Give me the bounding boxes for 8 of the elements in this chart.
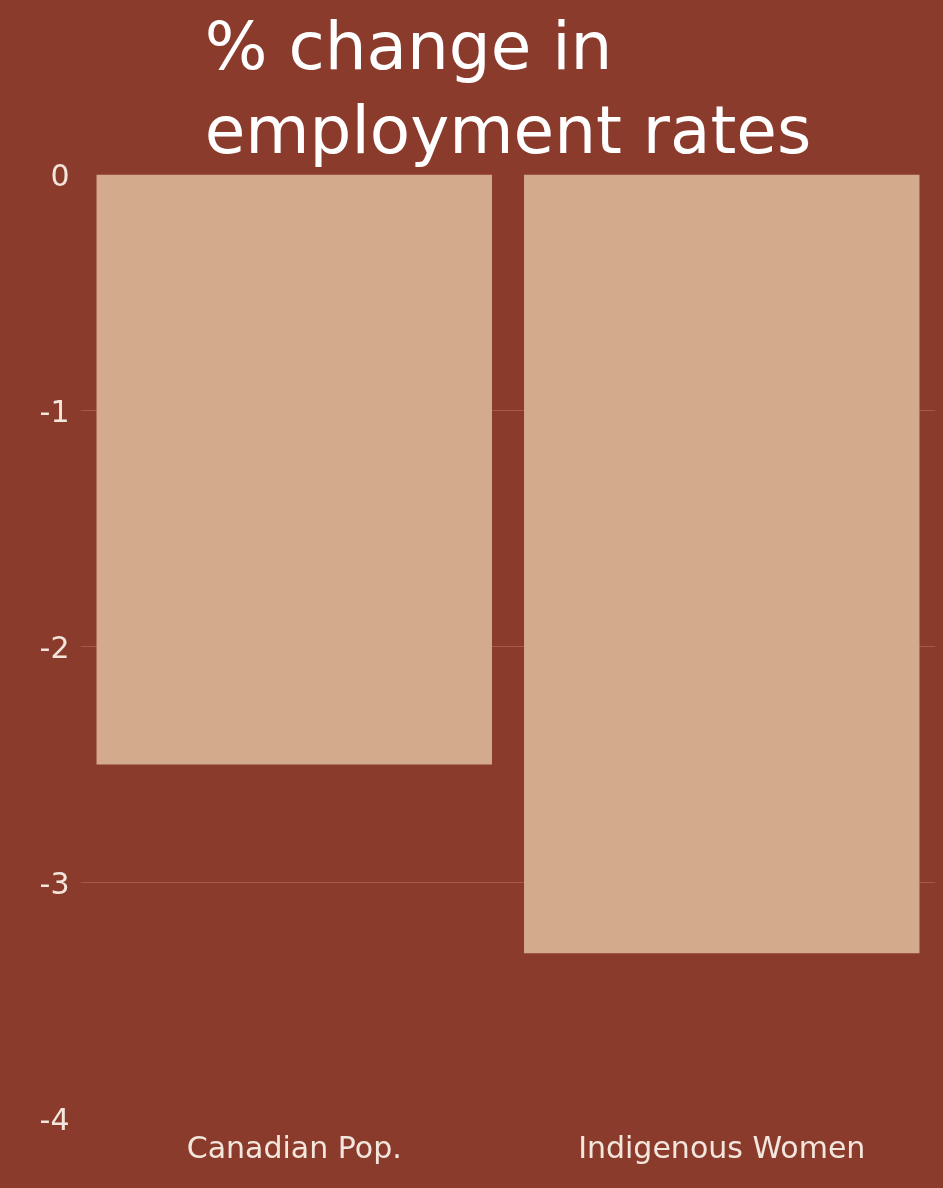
y-tick-label: -2 <box>39 629 70 665</box>
x-tick-label: Indigenous Women <box>578 1129 866 1165</box>
y-tick-label: -1 <box>39 393 70 429</box>
y-tick-label: 0 <box>50 157 70 193</box>
y-tick-label: -4 <box>39 1101 70 1137</box>
x-tick-label: Canadian Pop. <box>186 1129 402 1165</box>
y-tick-label: -3 <box>39 865 70 901</box>
chart-title: % change in employment rates <box>204 7 812 170</box>
